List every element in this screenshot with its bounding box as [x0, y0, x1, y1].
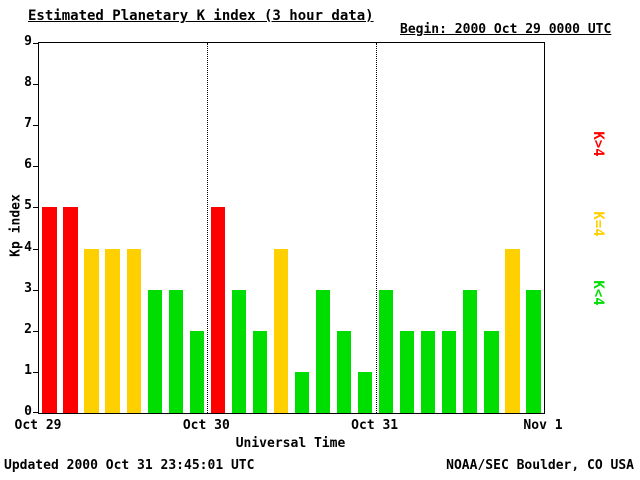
kp-bar: [421, 330, 436, 413]
x-tick-label: Nov 1: [523, 418, 563, 433]
y-tick-label: 1: [24, 362, 32, 378]
updated-timestamp-label: Updated 2000 Oct 31 23:45:01 UTC: [4, 458, 255, 473]
y-tick-mark: [33, 43, 39, 44]
legend-item: K>4: [590, 131, 606, 157]
y-tick-label: 7: [24, 116, 32, 132]
kp-bar: [147, 289, 162, 413]
y-tick-mark: [33, 330, 39, 332]
y-tick-label: 8: [24, 75, 32, 91]
y-tick-label: 4: [24, 239, 32, 255]
kp-bar: [442, 330, 457, 413]
kp-bar: [379, 289, 394, 413]
x-tick-label: Oct 30: [182, 418, 230, 433]
kp-bar: [357, 371, 373, 413]
begin-timestamp-label: Begin: 2000 Oct 29 0000 UTC: [400, 22, 612, 37]
y-tick-mark: [33, 125, 39, 127]
x-axis-title: Universal Time: [235, 436, 346, 451]
x-axis-labels: Oct 29 Oct 30 Oct 31 Nov 1: [15, 418, 563, 434]
kp-bar: [400, 330, 415, 413]
kp-bar: [84, 248, 99, 413]
y-tick-label: 9: [24, 34, 32, 49]
day-separator-line: [375, 43, 377, 413]
kp-bar: [105, 248, 120, 413]
kp-bar: [252, 330, 268, 413]
legend-item: K=4: [590, 211, 606, 237]
legend-item: K<4: [590, 280, 606, 306]
kp-bar: [463, 289, 478, 413]
y-tick-mark: [33, 371, 39, 373]
kp-bar: [126, 248, 141, 413]
y-tick-label: 6: [24, 157, 32, 173]
y-tick-label: 0: [24, 404, 32, 419]
y-tick-label: 5: [24, 198, 32, 214]
kp-bar: [315, 289, 331, 413]
x-tick-label: Oct 29: [14, 418, 62, 433]
y-tick-mark: [33, 289, 39, 291]
plot-area: [33, 42, 545, 414]
kp-bar: [505, 248, 520, 413]
kp-bar: [526, 289, 541, 413]
kp-bar: [210, 207, 225, 413]
y-axis-labels: 0 1 2 3 4 5 6 7 8 9: [6, 34, 32, 419]
kp-bar: [294, 371, 310, 413]
kp-bar: [63, 207, 78, 413]
kp-bar: [336, 330, 352, 413]
y-tick-label: 3: [24, 280, 32, 296]
kp-bar: [273, 248, 289, 413]
y-tick-mark: [33, 412, 39, 413]
chart-title: Estimated Planetary K index (3 hour data…: [28, 8, 374, 24]
kp-bar: [484, 330, 499, 413]
kp-bar: [168, 289, 183, 413]
kp-bar: [231, 289, 247, 413]
y-tick-mark: [33, 84, 39, 86]
kp-bar: [189, 330, 204, 413]
y-tick-mark: [33, 207, 39, 209]
y-tick-mark: [33, 166, 39, 168]
credit-label: NOAA/SEC Boulder, CO USA: [446, 458, 634, 473]
y-tick-label: 2: [24, 321, 32, 337]
y-tick-mark: [33, 248, 39, 250]
x-tick-label: Oct 31: [351, 418, 399, 433]
day-separator-line: [207, 43, 209, 413]
kp-bar: [42, 207, 57, 413]
